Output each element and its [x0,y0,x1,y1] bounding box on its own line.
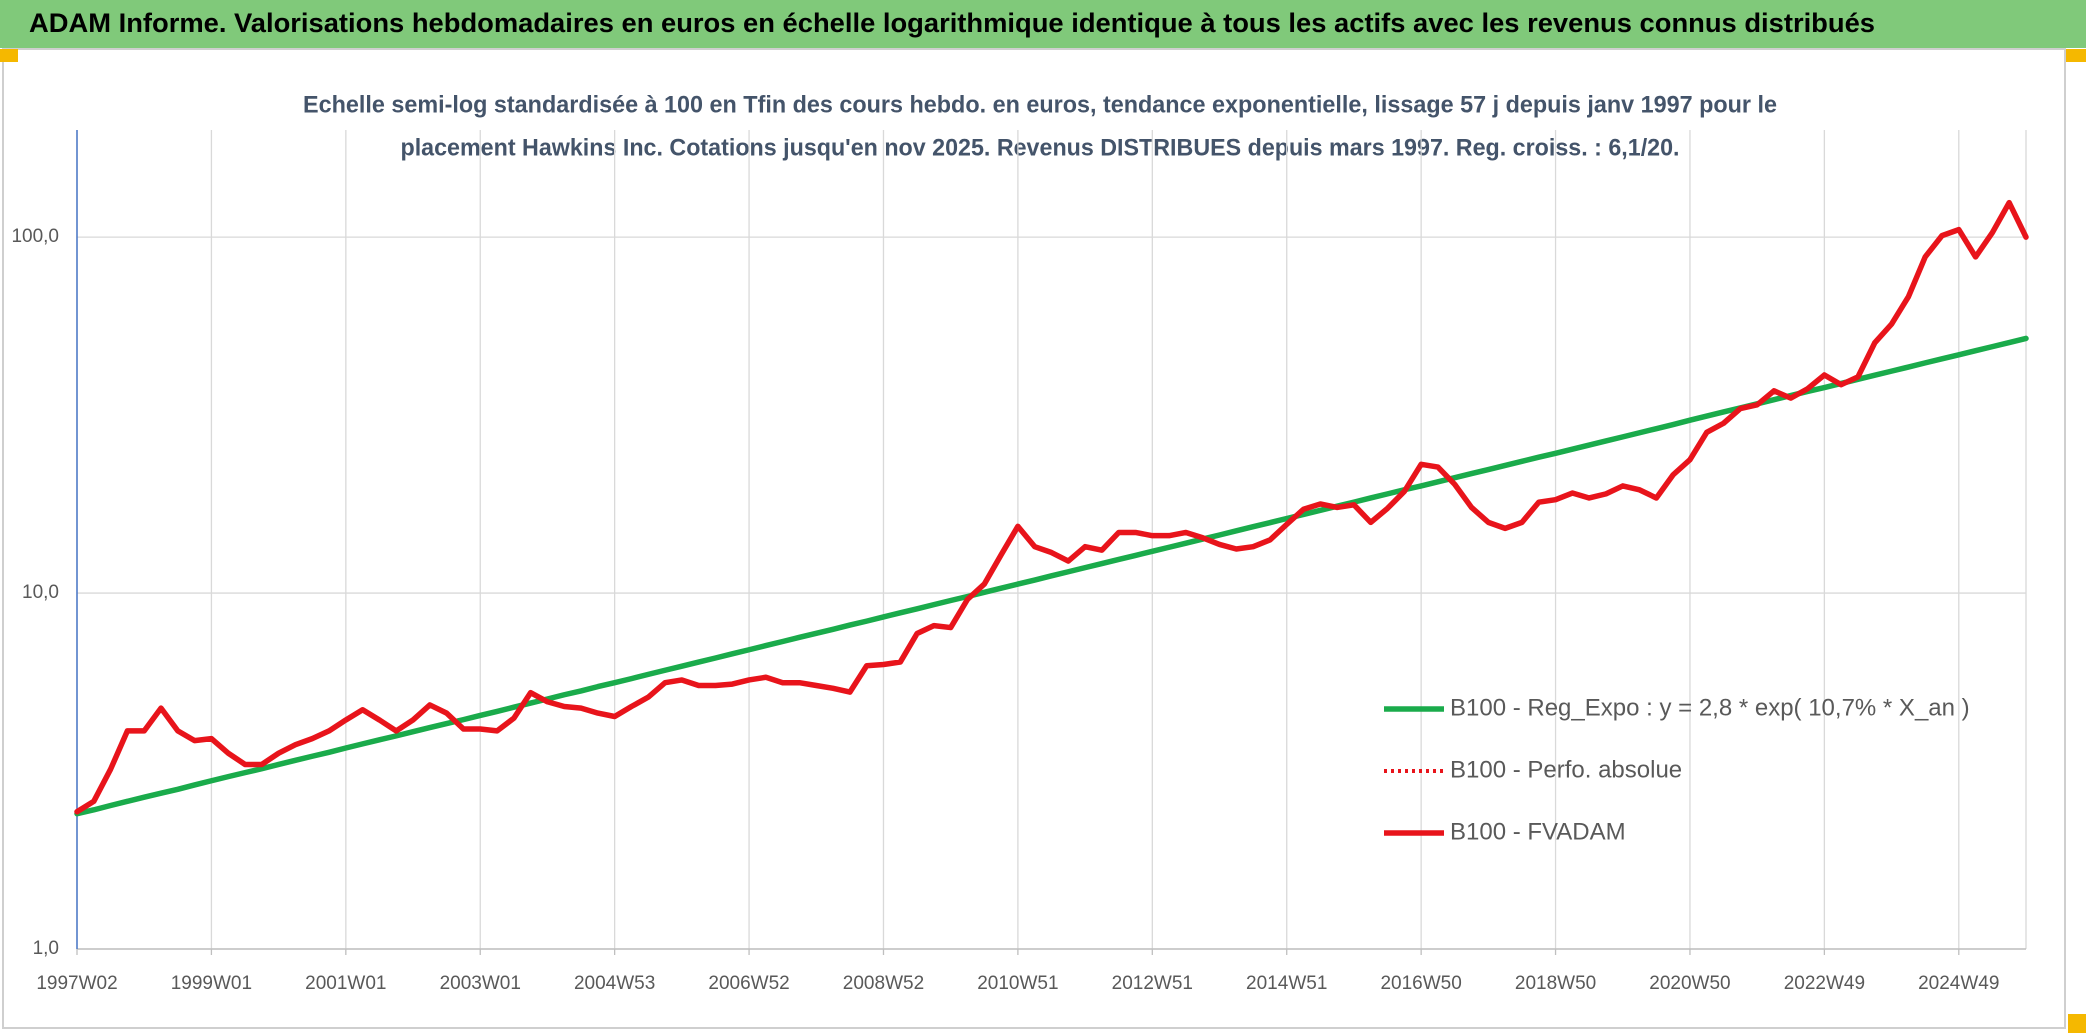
y-tick-label: 100,0 [11,226,59,247]
x-tick-label: 2004W53 [574,973,655,994]
x-tick-label: 2012W51 [1112,973,1193,994]
x-tick-label: 2001W01 [305,973,386,994]
x-tick-label: 2006W52 [708,973,789,994]
x-tick-label: 2010W51 [977,973,1058,994]
x-tick-label: 2024W49 [1918,973,1999,994]
x-tick-label: 2008W52 [843,973,924,994]
corner-marker [2068,1014,2086,1033]
x-tick-label: 2003W01 [440,973,521,994]
page-title: ADAM Informe. Valorisations hebdomadaire… [29,8,1875,38]
x-tick-label: 2020W50 [1649,973,1730,994]
legend-label: B100 - Reg_Expo : y = 2,8 * exp( 10,7% *… [1450,694,1970,721]
chart-title: Echelle semi-log standardisée à 100 en T… [303,91,1777,118]
chart-frame [2,48,2066,1029]
header-bar [0,0,2086,48]
corner-marker [0,49,18,62]
x-tick-label: 2018W50 [1515,973,1596,994]
legend-label: B100 - Perfo. absolue [1450,756,1682,783]
x-tick-label: 2022W49 [1784,973,1865,994]
x-tick-label: 1997W02 [36,973,117,994]
series-line [74,335,2029,817]
legend-label: B100 - FVADAM [1450,818,1626,845]
x-tick-label: 1999W01 [171,973,252,994]
x-tick-label: 2014W51 [1246,973,1327,994]
x-tick-label: 2016W50 [1380,973,1461,994]
chart-title: placement Hawkins Inc. Cotations jusqu'e… [401,134,1680,161]
y-tick-label: 1,0 [33,938,59,959]
series-line [74,199,2029,815]
y-tick-label: 10,0 [22,582,59,603]
corner-marker [2066,49,2086,62]
